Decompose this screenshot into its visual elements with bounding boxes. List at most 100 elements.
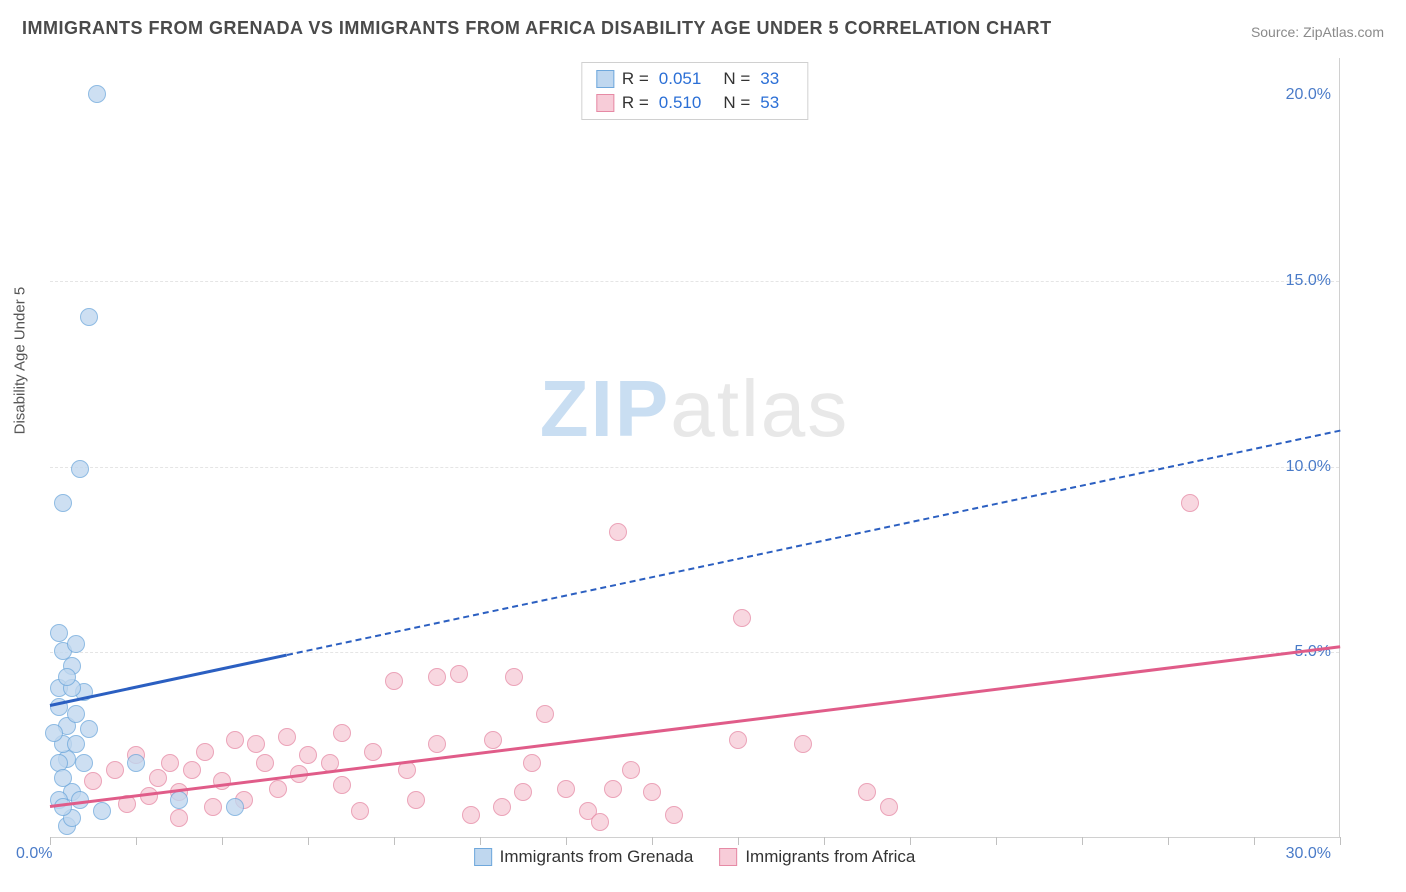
x-tick [824, 837, 825, 845]
data-point [204, 798, 222, 816]
data-point [88, 85, 106, 103]
x-tick [1168, 837, 1169, 845]
x-tick [652, 837, 653, 845]
data-point [428, 735, 446, 753]
data-point [45, 724, 63, 742]
data-point [71, 460, 89, 478]
data-point [67, 635, 85, 653]
data-point [407, 791, 425, 809]
legend-n-label: N = [723, 93, 750, 113]
data-point [247, 735, 265, 753]
data-point [665, 806, 683, 824]
data-point [278, 728, 296, 746]
data-point [170, 809, 188, 827]
data-point [880, 798, 898, 816]
data-point [50, 624, 68, 642]
data-point [161, 754, 179, 772]
data-point [80, 720, 98, 738]
x-tick [910, 837, 911, 845]
data-point [226, 798, 244, 816]
legend-swatch [474, 848, 492, 866]
regression-line [50, 654, 287, 707]
x-tick [1254, 837, 1255, 845]
data-point [591, 813, 609, 831]
data-point [196, 743, 214, 761]
data-point [536, 705, 554, 723]
watermark-zip: ZIP [540, 364, 670, 453]
series-legend-label: Immigrants from Grenada [500, 847, 694, 867]
data-point [333, 776, 351, 794]
legend-r-label: R = [622, 69, 649, 89]
data-point [428, 668, 446, 686]
x-axis-max-label: 30.0% [1286, 845, 1331, 863]
data-point [484, 731, 502, 749]
watermark: ZIPatlas [540, 363, 849, 455]
data-point [462, 806, 480, 824]
y-tick-label: 20.0% [1286, 86, 1331, 104]
correlation-legend: R = 0.051 N = 33 R = 0.510 N = 53 [581, 62, 808, 120]
regression-line [50, 645, 1340, 808]
data-point [54, 494, 72, 512]
legend-n-value: 53 [760, 93, 779, 113]
x-tick [1082, 837, 1083, 845]
x-tick [996, 837, 997, 845]
data-point [514, 783, 532, 801]
data-point [858, 783, 876, 801]
series-legend-item: Immigrants from Grenada [474, 847, 694, 867]
data-point [299, 746, 317, 764]
data-point [733, 609, 751, 627]
data-point [351, 802, 369, 820]
data-point [67, 705, 85, 723]
chart-title: IMMIGRANTS FROM GRENADA VS IMMIGRANTS FR… [22, 18, 1052, 39]
x-tick [738, 837, 739, 845]
data-point [183, 761, 201, 779]
gridline [50, 652, 1339, 653]
y-axis-title: Disability Age Under 5 [12, 286, 29, 434]
legend-row: R = 0.510 N = 53 [596, 91, 793, 115]
gridline [50, 467, 1339, 468]
data-point [93, 802, 111, 820]
legend-row: R = 0.051 N = 33 [596, 67, 793, 91]
data-point [149, 769, 167, 787]
data-point [557, 780, 575, 798]
legend-n-label: N = [723, 69, 750, 89]
data-point [106, 761, 124, 779]
x-tick [136, 837, 137, 845]
data-point [80, 308, 98, 326]
regression-line [286, 429, 1340, 655]
data-point [170, 791, 188, 809]
data-point [505, 668, 523, 686]
x-tick [50, 837, 51, 845]
data-point [256, 754, 274, 772]
series-legend: Immigrants from Grenada Immigrants from A… [474, 847, 916, 867]
gridline [50, 281, 1339, 282]
plot-area: ZIPatlas Disability Age Under 5 R =0.051… [50, 58, 1340, 838]
data-point [450, 665, 468, 683]
x-tick [308, 837, 309, 845]
legend-n-value: 33 [760, 69, 779, 89]
legend-r-value: 0.051 [659, 69, 702, 89]
legend-r-label: R = [622, 93, 649, 113]
x-tick [222, 837, 223, 845]
data-point [385, 672, 403, 690]
series-legend-item: Immigrants from Africa [719, 847, 915, 867]
y-tick-label: 15.0% [1286, 272, 1331, 290]
data-point [213, 772, 231, 790]
source-text: Source: ZipAtlas.com [1251, 24, 1384, 40]
data-point [269, 780, 287, 798]
data-point [622, 761, 640, 779]
data-point [127, 754, 145, 772]
y-tick-label: 10.0% [1286, 458, 1331, 476]
data-point [729, 731, 747, 749]
watermark-atlas: atlas [670, 364, 849, 453]
legend-r-value: 0.510 [659, 93, 702, 113]
x-tick [394, 837, 395, 845]
x-tick [566, 837, 567, 845]
data-point [54, 798, 72, 816]
data-point [493, 798, 511, 816]
data-point [84, 772, 102, 790]
data-point [75, 754, 93, 772]
data-point [54, 769, 72, 787]
x-axis-min-label: 0.0% [16, 845, 52, 863]
data-point [226, 731, 244, 749]
